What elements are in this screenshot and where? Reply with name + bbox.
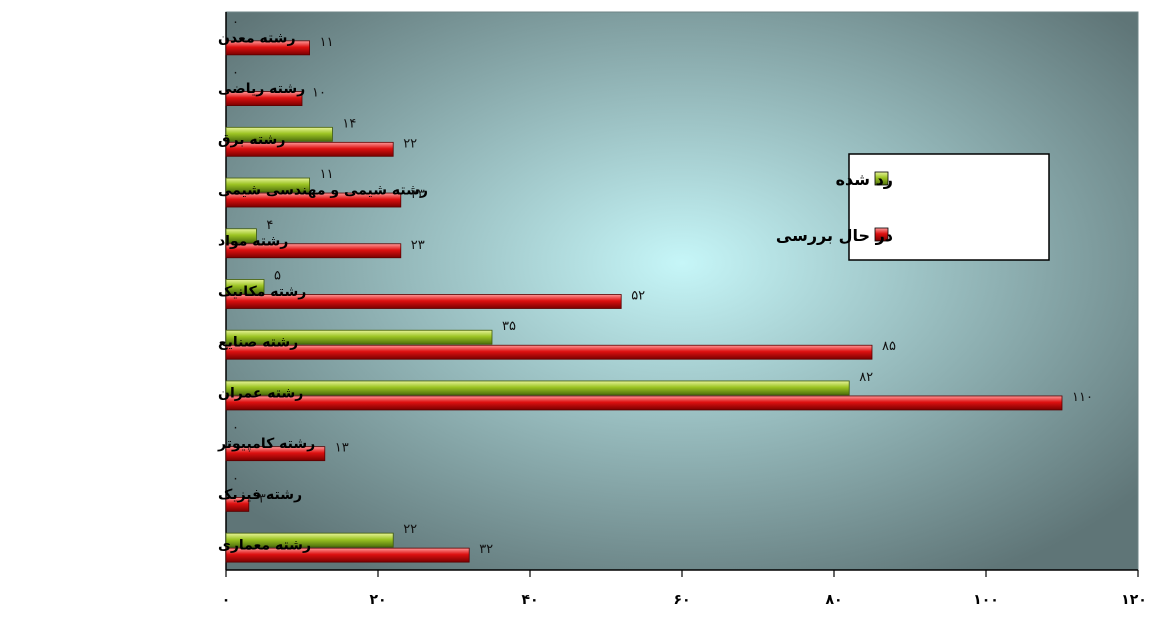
data-label: ۸۵ — [882, 339, 896, 354]
x-axis-ticks: ۰ ۲۰ ۴۰ ۶۰ ۸۰ ۱۰۰ ۱۲۰ — [222, 570, 1147, 608]
data-label: ۰ — [232, 15, 239, 30]
data-label: ۲۳ — [411, 187, 425, 202]
x-tick-label: ۶۰ — [673, 592, 690, 608]
category-label: رشته ریاضی — [218, 81, 305, 97]
data-label: ۰ — [232, 471, 239, 486]
category-label: رشته شیمی و مهندسی شیمی — [218, 183, 428, 199]
data-label: ۰ — [232, 421, 239, 436]
x-tick-label: ۰ — [222, 592, 231, 608]
data-label: ۱۱ — [320, 35, 334, 50]
category-label: رشته مواد — [218, 233, 288, 249]
x-tick-label: ۴۰ — [521, 592, 538, 608]
data-label: ۳ — [259, 491, 266, 506]
bar-rejected — [225, 380, 850, 396]
x-tick-label: ۱۲۰ — [1121, 592, 1147, 608]
bar-rejected — [225, 228, 257, 244]
bar-rejected — [225, 126, 333, 142]
bar-under-review — [225, 91, 303, 106]
bar-under-review — [225, 344, 873, 360]
bar-under-review — [225, 294, 622, 309]
data-label: ۲۲ — [403, 136, 417, 151]
bar-under-review — [225, 395, 1063, 411]
data-label: ۰ — [232, 66, 239, 81]
legend-swatch-rejected — [874, 171, 889, 186]
category-label: رشته برق — [218, 132, 285, 148]
plot-area — [225, 11, 1139, 571]
category-label: رشته معدن — [218, 30, 296, 46]
data-label: ۱۰ — [312, 86, 326, 101]
data-label: ۲۲ — [403, 522, 417, 537]
bars-layer — [225, 40, 1063, 563]
bar-under-review — [225, 547, 470, 563]
data-label: ۴ — [266, 218, 273, 233]
data-label: ۱۳ — [335, 441, 349, 456]
data-label: ۸۲ — [859, 370, 873, 385]
bar-under-review — [225, 243, 402, 259]
bar-under-review — [225, 192, 402, 208]
data-label: ۵ — [274, 269, 281, 284]
category-label: رشته عمران — [218, 385, 303, 401]
data-label: ۲۳ — [411, 238, 425, 253]
data-label: ۱۴ — [342, 116, 356, 131]
bar-rejected — [225, 177, 310, 193]
bar-under-review — [225, 141, 394, 157]
data-label: ۱۱۰ — [1072, 390, 1093, 405]
data-label: ۱۱ — [320, 167, 334, 182]
data-label: ۳۲ — [479, 542, 493, 557]
category-label: رشته فیزیک — [218, 487, 302, 503]
x-tick-label: ۲۰ — [369, 592, 386, 608]
data-label: ۳۵ — [502, 319, 516, 334]
data-label: ۵۲ — [631, 289, 645, 304]
legend-label-under-review: در حال بررسی — [776, 226, 893, 245]
bar-under-review — [225, 40, 310, 56]
bar-under-review — [225, 497, 250, 512]
bar-rejected — [225, 279, 265, 294]
legend-swatch-under-review — [874, 227, 889, 242]
category-label: رشته مکانیک — [218, 284, 306, 300]
bar-rejected — [225, 532, 394, 548]
legend-label-rejected: رد شده — [836, 170, 893, 189]
category-label: رشته کامپیوتر — [217, 436, 315, 452]
category-label: رشته صنایع — [218, 335, 298, 351]
legend: رد شده در حال بررسی — [776, 153, 1050, 261]
x-tick-label: ۱۰۰ — [973, 592, 999, 608]
category-label: رشته معماری — [218, 538, 311, 554]
bar-under-review — [225, 446, 326, 462]
bar-rejected — [225, 329, 493, 345]
x-tick-label: ۸۰ — [825, 592, 842, 608]
